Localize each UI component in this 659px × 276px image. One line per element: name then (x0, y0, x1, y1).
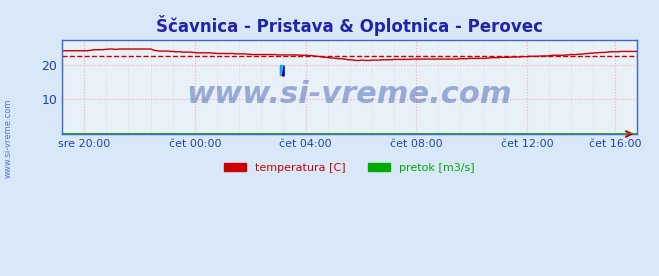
Polygon shape (281, 65, 282, 76)
Polygon shape (281, 65, 282, 76)
Legend: temperatura [C], pretok [m3/s]: temperatura [C], pretok [m3/s] (219, 158, 479, 177)
Text: www.si-vreme.com: www.si-vreme.com (186, 80, 512, 109)
Text: www.si-vreme.com: www.si-vreme.com (3, 98, 13, 178)
Polygon shape (282, 65, 284, 76)
Title: Ščavnica - Pristava & Oplotnica - Perovec: Ščavnica - Pristava & Oplotnica - Perove… (156, 15, 543, 36)
